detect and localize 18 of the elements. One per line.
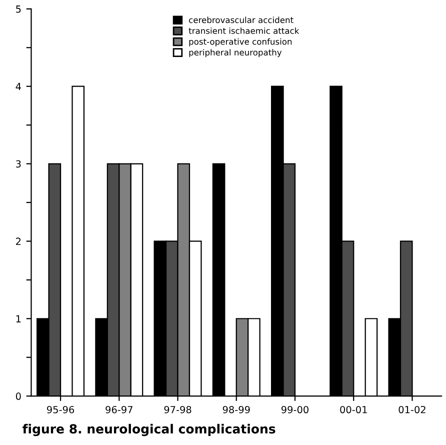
legend-label: transient ischaemic attack: [188, 27, 300, 34]
y-tick-label: 5: [16, 6, 21, 13]
x-tick-label: 97-98: [164, 406, 192, 414]
y-tick-label: 1: [16, 315, 21, 322]
legend-label: post-operative confusion: [189, 38, 292, 46]
legend-label: peripheral neuropathy: [189, 49, 282, 58]
x-tick-label: 96-97: [106, 406, 132, 414]
x-tick-label: 01-02: [398, 406, 426, 414]
y-tick-label: 0: [16, 392, 21, 400]
x-tick-label: 95-96: [47, 406, 74, 414]
y-tick-label: 4: [16, 82, 21, 90]
y-tick-label: 2: [16, 238, 21, 245]
x-tick-label: 99-00: [281, 406, 308, 414]
legend-label: cerebrovascular accident: [189, 16, 294, 24]
x-tick-label: 98-99: [222, 406, 250, 414]
y-tick-label: 3: [16, 160, 21, 168]
text: figure 8. neurological complications: [22, 424, 276, 436]
x-tick-label: 00-01: [340, 406, 367, 414]
